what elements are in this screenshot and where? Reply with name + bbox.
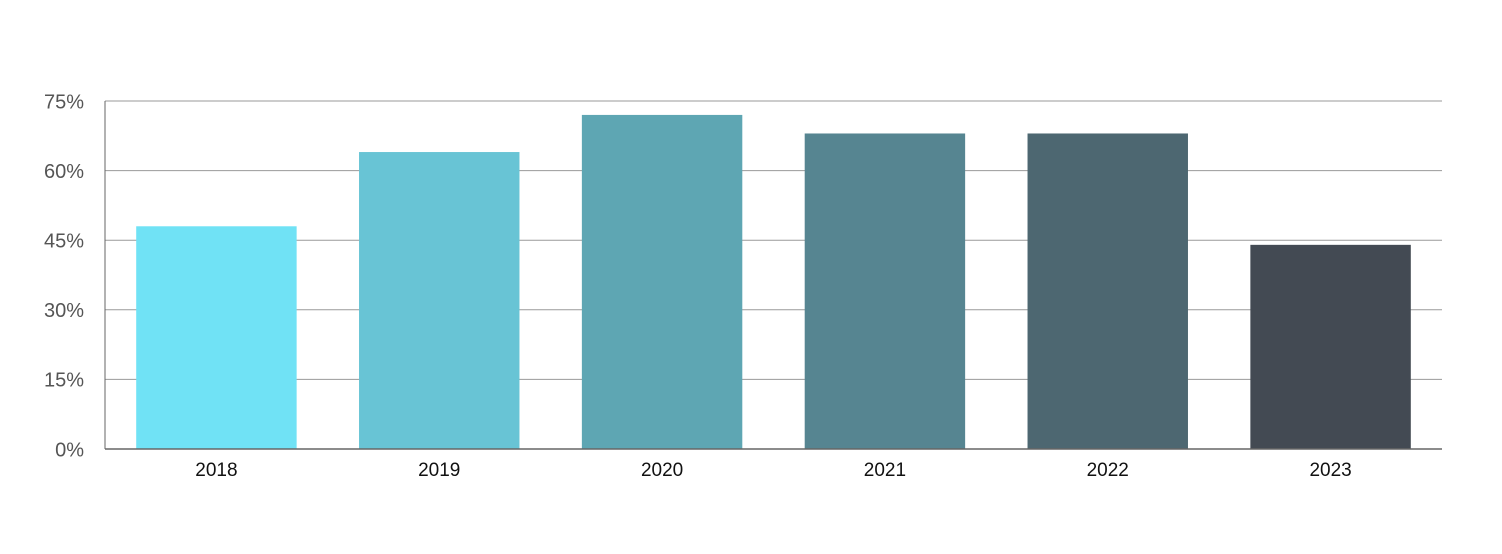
bar [136, 226, 297, 449]
x-tick-label: 2018 [195, 460, 237, 481]
y-tick-label: 75% [44, 91, 84, 113]
x-tick-label: 2023 [1309, 460, 1351, 481]
y-tick-label: 15% [44, 370, 84, 392]
bar [581, 114, 743, 450]
y-tick-label: 60% [44, 161, 84, 183]
bar [1250, 244, 1411, 449]
y-tick-label: 45% [44, 230, 84, 252]
x-tick-label: 2021 [864, 460, 906, 481]
bar [1027, 133, 1188, 450]
bar [359, 152, 520, 450]
x-tick-label: 2022 [1087, 460, 1129, 481]
x-tick-label: 2020 [641, 460, 683, 481]
y-tick-label: 30% [44, 300, 84, 322]
y-tick-label: 0% [55, 439, 84, 461]
x-tick-label: 2019 [418, 460, 460, 481]
bar [804, 133, 966, 450]
